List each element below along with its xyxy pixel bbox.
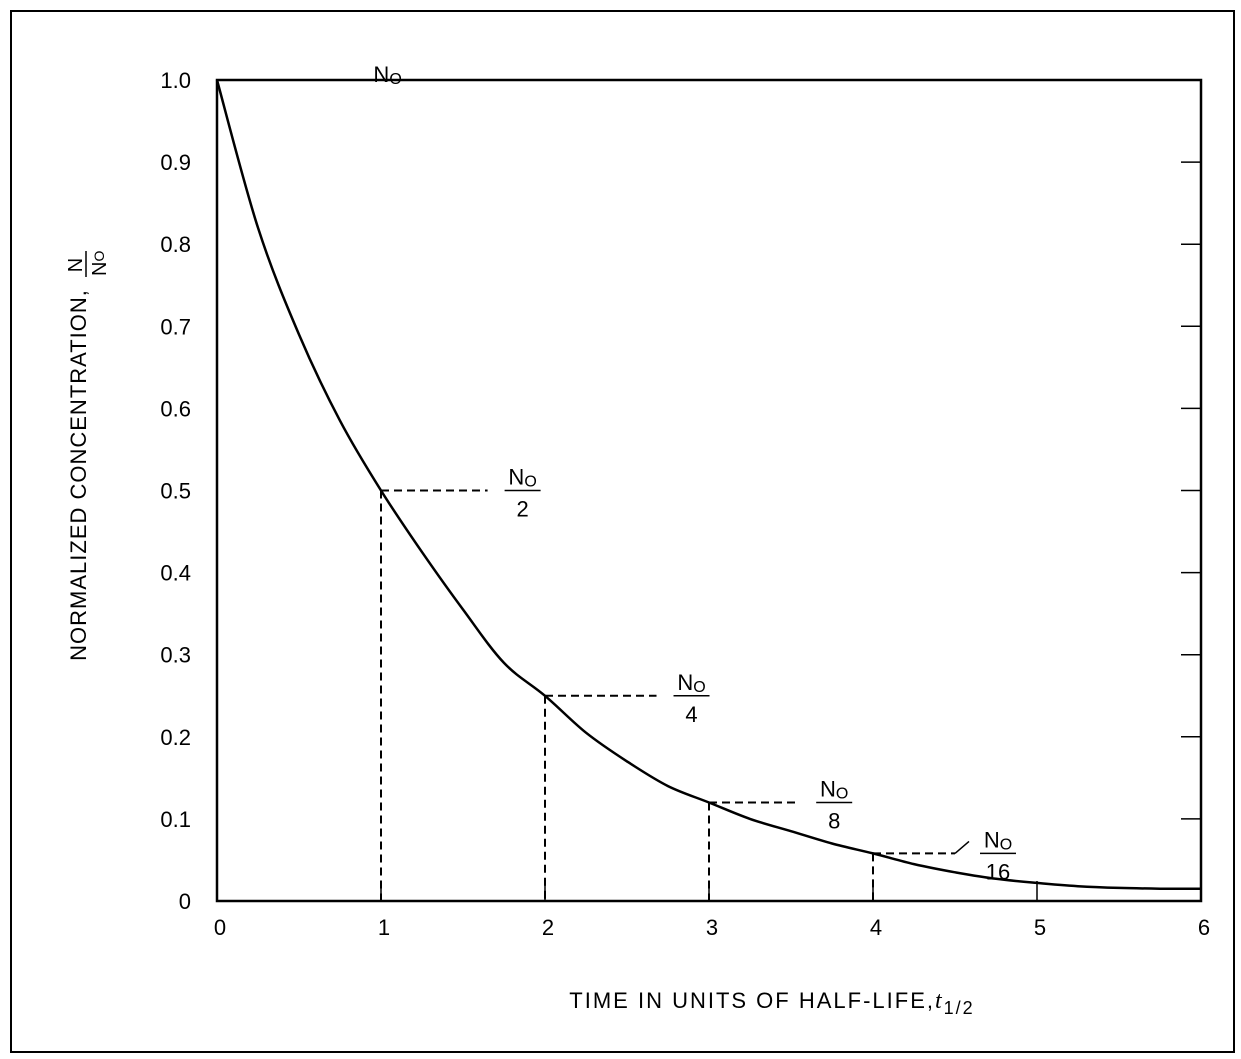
x-axis-ticks: 0 1 2 3 4 5 6 (214, 881, 1210, 940)
y-tick-label: 0.4 (160, 561, 191, 586)
figure-frame (10, 10, 1235, 1053)
y-axis-label: NORMALIZED CONCENTRATION, (66, 289, 91, 661)
annotation-denominator: 2 (516, 497, 528, 522)
y-axis-label-numerator: N (65, 258, 87, 272)
plot-area-border (215, 78, 1203, 903)
x-tick-label: 1 (378, 915, 390, 940)
y-tick-label: 0.7 (160, 314, 191, 339)
y-tick-label: 0.6 (160, 396, 191, 421)
x-tick-label: 3 (706, 915, 718, 940)
y-tick-label: 0 (179, 889, 191, 914)
annotation-leader-tail (954, 840, 970, 854)
x-axis-label: TIME IN UNITS OF HALF-LIFE,t1/2 (569, 988, 974, 1018)
annotation-numerator: NO (373, 62, 401, 88)
decay-curve (215, 79, 1202, 890)
y-axis-label-fraction: N NO (65, 251, 111, 277)
y-tick-label: 0.8 (160, 232, 191, 257)
y-tick-label: 0.9 (160, 150, 191, 175)
y-tick-label: 0.5 (160, 479, 191, 504)
y-axis-ticks: 0 0.1 0.2 0.3 0.4 0.5 0.6 0.7 0.8 0.9 1.0 (160, 68, 1201, 914)
annotation-denominator: 8 (828, 808, 840, 833)
y-axis-label-denominator: NO (89, 251, 111, 276)
x-tick-label: 2 (542, 915, 554, 940)
y-tick-label: 0.3 (160, 643, 191, 668)
y-tick-label: 0.2 (160, 725, 191, 750)
x-tick-label: 6 (1198, 915, 1210, 940)
annotation-numerator: NO (677, 670, 705, 696)
y-tick-label: 1.0 (160, 68, 191, 93)
x-tick-label: 5 (1034, 915, 1046, 940)
y-tick-label: 0.1 (160, 807, 191, 832)
annotation-numerator: NO (820, 776, 848, 802)
annotation-numerator: NO (984, 827, 1012, 853)
annotation-denominator: 4 (685, 702, 697, 727)
annotation-numerator: NO (508, 465, 536, 491)
x-tick-label: 4 (870, 915, 882, 940)
x-tick-label: 0 (214, 915, 226, 940)
